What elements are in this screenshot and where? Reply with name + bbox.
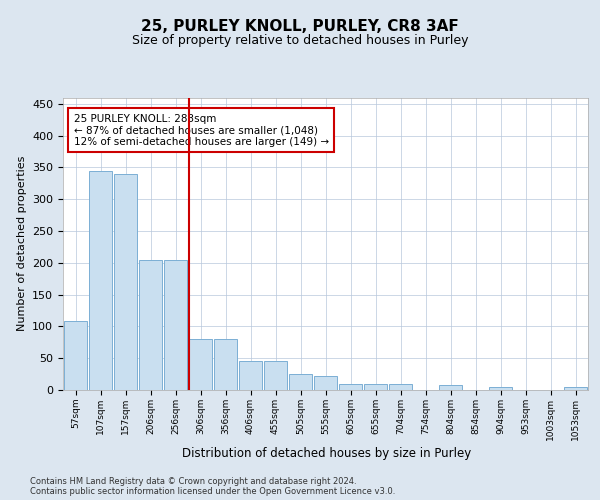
Bar [314,376,337,390]
Bar [563,388,587,390]
Text: 25, PURLEY KNOLL, PURLEY, CR8 3AF: 25, PURLEY KNOLL, PURLEY, CR8 3AF [141,19,459,34]
Bar [89,170,112,390]
Bar [389,384,412,390]
Text: 25 PURLEY KNOLL: 283sqm
← 87% of detached houses are smaller (1,048)
12% of semi: 25 PURLEY KNOLL: 283sqm ← 87% of detache… [74,114,329,147]
Bar [364,384,388,390]
Bar [263,362,287,390]
Bar [439,385,463,390]
Text: Contains HM Land Registry data © Crown copyright and database right 2024.
Contai: Contains HM Land Registry data © Crown c… [30,476,395,496]
Bar [488,387,512,390]
Bar [188,339,212,390]
Y-axis label: Number of detached properties: Number of detached properties [17,156,26,332]
Bar [164,260,187,390]
Bar [139,260,163,390]
Bar [338,384,362,390]
Bar [214,339,238,390]
Text: Distribution of detached houses by size in Purley: Distribution of detached houses by size … [182,448,472,460]
Bar [289,374,313,390]
Text: Size of property relative to detached houses in Purley: Size of property relative to detached ho… [132,34,468,47]
Bar [64,322,88,390]
Bar [113,174,137,390]
Bar [239,362,262,390]
